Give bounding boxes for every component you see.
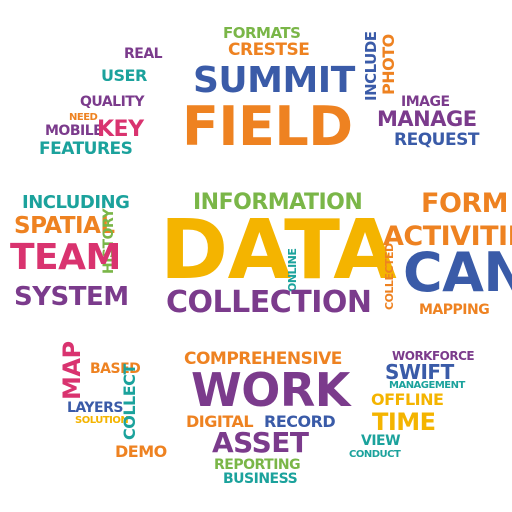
word-mobile: MOBILE <box>45 123 103 139</box>
word-based: BASED <box>90 361 141 377</box>
word-digital: DIGITAL <box>186 412 254 431</box>
word-form: FORM <box>421 188 509 219</box>
word-conduct: CONDUCT <box>349 449 401 460</box>
word-spatial: SPATIAL <box>14 213 115 239</box>
word-work: WORK <box>191 363 350 417</box>
word-mapping: MAPPING <box>419 302 490 318</box>
word-solution: SOLUTION <box>75 415 129 426</box>
word-summit: SUMMIT <box>193 60 355 101</box>
word-include: INCLUDE <box>362 31 380 101</box>
word-can: CAN <box>403 241 512 304</box>
word-swift: SWIFT <box>385 360 454 384</box>
word-field: FIELD <box>182 95 353 158</box>
word-request: REQUEST <box>394 130 479 150</box>
word-demo: DEMO <box>115 442 167 461</box>
word-activities: ACTIVITIES <box>383 221 512 252</box>
word-comprehensive: COMPREHENSIVE <box>184 349 342 369</box>
word-collected: COLLECTED <box>383 243 396 310</box>
word-data: DATA <box>160 203 397 298</box>
word-layers: LAYERS <box>67 400 123 416</box>
word-collection: COLLECTION <box>166 285 372 320</box>
word-real: REAL <box>124 46 163 62</box>
word-photo: PHOTO <box>379 34 398 95</box>
word-need: NEED <box>69 112 98 123</box>
word-offline: OFFLINE <box>371 390 444 409</box>
word-image: IMAGE <box>401 94 450 110</box>
word-system: SYSTEM <box>14 282 129 312</box>
word-asset: ASSET <box>212 426 309 459</box>
word-manage: MANAGE <box>377 107 477 131</box>
word-management: MANAGEMENT <box>389 380 465 391</box>
word-crestse: CRESTSE <box>228 40 310 60</box>
word-including: INCLUDING <box>22 192 130 213</box>
word-user: USER <box>101 66 147 85</box>
word-time: TIME <box>372 408 436 436</box>
word-record: RECORD <box>264 412 336 431</box>
word-view: VIEW <box>361 433 401 449</box>
word-features: FEATURES <box>39 139 133 159</box>
word-team: TEAM <box>10 237 121 278</box>
word-formats: FORMATS <box>223 24 301 42</box>
word-collect: COLLECT <box>120 364 139 440</box>
word-business: BUSINESS <box>223 471 298 487</box>
word-map: MAP <box>58 341 86 400</box>
word-workforce: WORKFORCE <box>392 349 475 363</box>
word-reporting: REPORTING <box>214 457 301 473</box>
word-key: KEY <box>97 117 144 142</box>
word-quality: QUALITY <box>80 94 145 110</box>
word-information: INFORMATION <box>193 190 363 215</box>
